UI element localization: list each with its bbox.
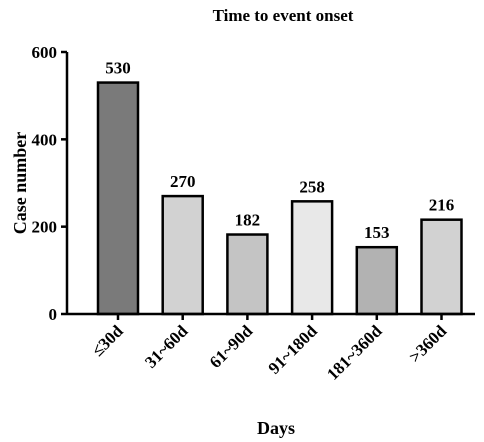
data-label-5: 153: [364, 223, 390, 242]
y-tick-label: 0: [49, 305, 58, 324]
y-tick-label: 400: [32, 130, 58, 149]
data-label-3: 182: [235, 211, 261, 230]
bar-3: [226, 233, 269, 316]
y-axis-ticks: 0 200 400 600: [32, 43, 67, 324]
y-tick-label: 600: [32, 43, 58, 62]
bar-6: [420, 218, 463, 316]
bar-5: [355, 245, 399, 316]
x-axis-label: Days: [257, 418, 295, 438]
category-label-1: ≤30d: [88, 321, 127, 360]
data-labels-group: 530 270 182 258 153 216: [105, 59, 454, 243]
bar-4: [290, 200, 334, 316]
category-label-6: >360d: [405, 321, 450, 366]
bar-1: [96, 81, 140, 316]
category-label-2: 31~60d: [141, 321, 192, 372]
category-label-3: 61~90d: [206, 321, 257, 372]
data-label-2: 270: [170, 172, 196, 191]
x-axis-ticks: ≤30d 31~60d 61~90d 91~180d 181~360d >360d: [88, 314, 451, 384]
bar-2: [161, 194, 204, 316]
y-axis-label: Case number: [10, 132, 30, 235]
category-label-5: 181~360d: [323, 321, 386, 384]
bars-group: [96, 81, 463, 316]
data-label-4: 258: [299, 177, 325, 196]
data-label-1: 530: [105, 59, 131, 78]
chart-title: Time to event onset: [213, 6, 354, 25]
category-label-4: 91~180d: [265, 321, 322, 378]
y-tick-label: 200: [32, 218, 58, 237]
data-label-6: 216: [429, 196, 455, 215]
